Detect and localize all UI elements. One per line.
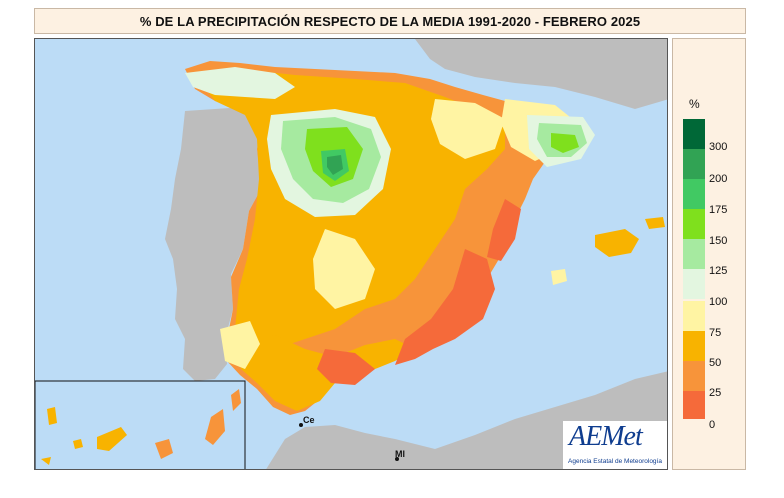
legend-label-150: 150	[709, 235, 727, 247]
legend-label-300: 300	[709, 141, 727, 153]
legend-swatch-75	[683, 301, 705, 331]
legend-label-50: 50	[709, 357, 721, 369]
aemet-logo: AEMet Agencia Estatal de Meteorología	[563, 421, 667, 469]
legend-swatch-150	[683, 209, 705, 239]
legend-swatch-125	[683, 239, 705, 269]
legend-label-25: 25	[709, 387, 721, 399]
legend-label-75: 75	[709, 327, 721, 339]
legend-label-100: 100	[709, 296, 727, 308]
legend-swatch-300	[683, 119, 705, 149]
legend-swatch-0	[683, 391, 705, 419]
legend-swatch-50	[683, 331, 705, 361]
legend-label-200: 200	[709, 173, 727, 185]
legend-swatch-25	[683, 361, 705, 391]
legend-label-175: 175	[709, 204, 727, 216]
precipitation-legend: % 300 200 175 150 125 100 75 50 25 0	[672, 38, 746, 470]
city-label-ceuta: Ce	[303, 415, 315, 425]
precipitation-map: Ce Ml	[34, 38, 668, 470]
logo-subtitle: Agencia Estatal de Meteorología	[565, 458, 665, 465]
legend-unit: %	[689, 97, 700, 111]
legend-swatch-200	[683, 149, 705, 179]
legend-label-125: 125	[709, 265, 727, 277]
logo-wordmark: AEMet	[569, 421, 642, 453]
map-title: % DE LA PRECIPITACIÓN RESPECTO DE LA MED…	[140, 14, 640, 29]
map-svg: Ce Ml	[35, 39, 668, 470]
map-title-bar: % DE LA PRECIPITACIÓN RESPECTO DE LA MED…	[34, 8, 746, 34]
legend-swatch-175	[683, 179, 705, 209]
legend-label-0: 0	[709, 419, 715, 431]
legend-swatch-100	[683, 269, 705, 299]
city-label-melilla: Ml	[395, 449, 405, 459]
